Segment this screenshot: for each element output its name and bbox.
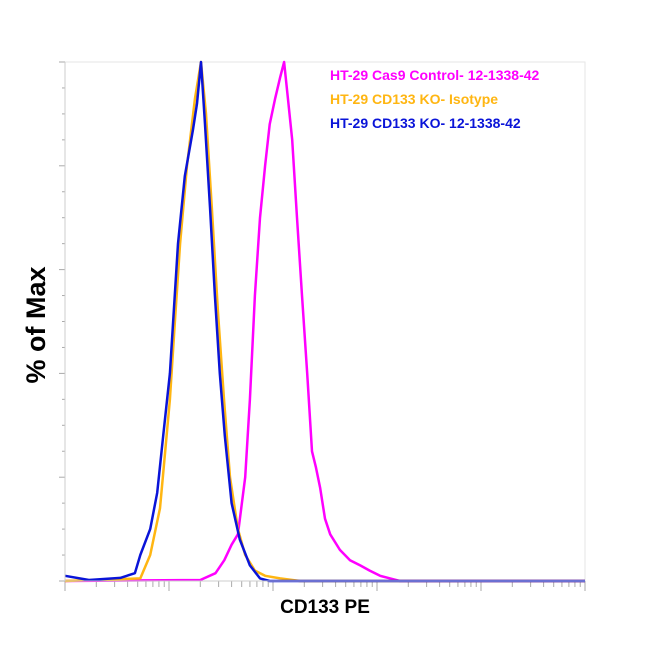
- plot-frame: [64, 61, 586, 582]
- series-line-2: [64, 60, 585, 583]
- series-line-1: [64, 60, 585, 583]
- legend-entry-2: HT-29 CD133 KO- 12-1338-42: [330, 115, 521, 131]
- x-axis-label: CD133 PE: [280, 597, 370, 618]
- legend-entry-0: HT-29 Cas9 Control- 12-1338-42: [330, 67, 540, 83]
- legend-entry-1: HT-29 CD133 KO- Isotype: [330, 91, 498, 107]
- y-axis-label: % of Max: [21, 266, 51, 383]
- series-line-0: [64, 60, 585, 583]
